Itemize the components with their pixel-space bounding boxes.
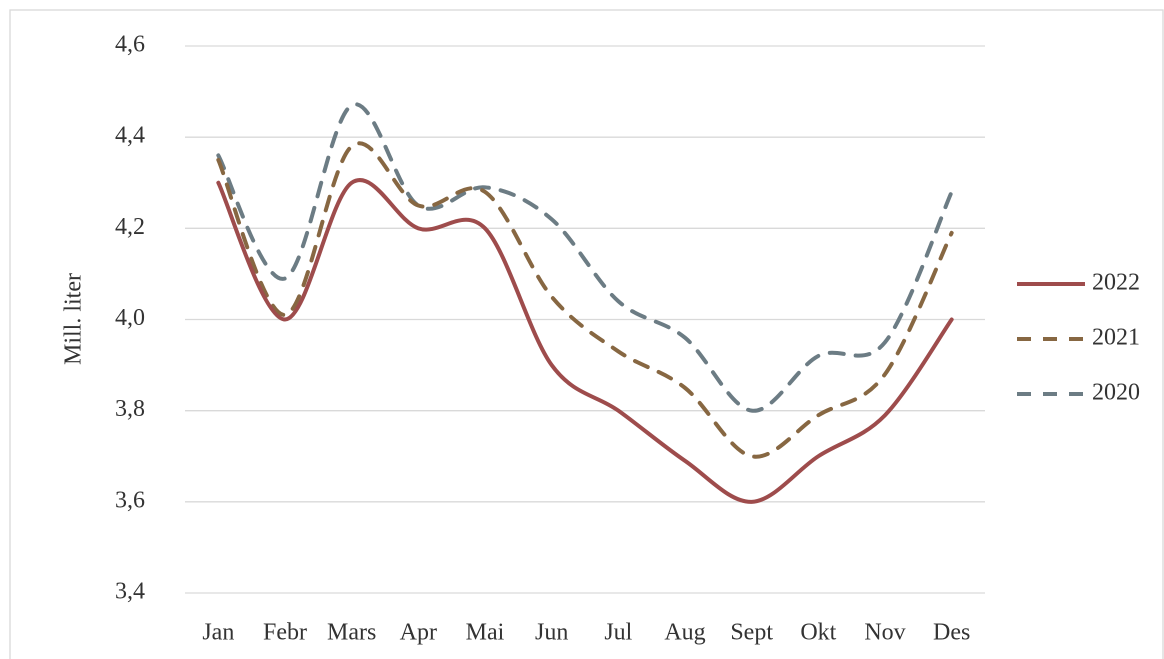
y-tick-label: 4,4 bbox=[115, 123, 145, 149]
x-tick-label: Aug bbox=[664, 620, 705, 646]
y-tick-label: 4,0 bbox=[115, 305, 145, 331]
x-tick-label: Jun bbox=[535, 620, 568, 646]
x-tick-label: Apr bbox=[400, 620, 437, 646]
x-tick-label: Mars bbox=[327, 620, 376, 646]
chart-border bbox=[9, 9, 1164, 659]
x-tick-label: Nov bbox=[864, 620, 905, 646]
series-line bbox=[216, 178, 954, 504]
y-tick-label: 3,6 bbox=[115, 487, 145, 513]
x-tick-label: Sept bbox=[730, 620, 773, 646]
series-line bbox=[216, 102, 954, 413]
x-tick-label: Mai bbox=[466, 620, 505, 646]
legend-label: 2020 bbox=[1092, 380, 1140, 406]
y-tick-label: 4,6 bbox=[115, 32, 145, 58]
legend-label: 2022 bbox=[1092, 270, 1140, 296]
x-tick-label: Jan bbox=[202, 620, 234, 646]
series-line bbox=[216, 141, 954, 459]
x-tick-label: Febr bbox=[263, 620, 307, 646]
y-tick-label: 4,2 bbox=[115, 214, 145, 240]
x-tick-label: Des bbox=[933, 620, 970, 646]
legend-label: 2021 bbox=[1092, 325, 1140, 351]
y-tick-label: 3,8 bbox=[115, 396, 145, 422]
x-tick-label: Okt bbox=[800, 620, 836, 646]
y-tick-label: 3,4 bbox=[115, 579, 145, 605]
y-axis-label: Mill. liter bbox=[61, 273, 87, 365]
x-tick-label: Jul bbox=[604, 620, 632, 646]
